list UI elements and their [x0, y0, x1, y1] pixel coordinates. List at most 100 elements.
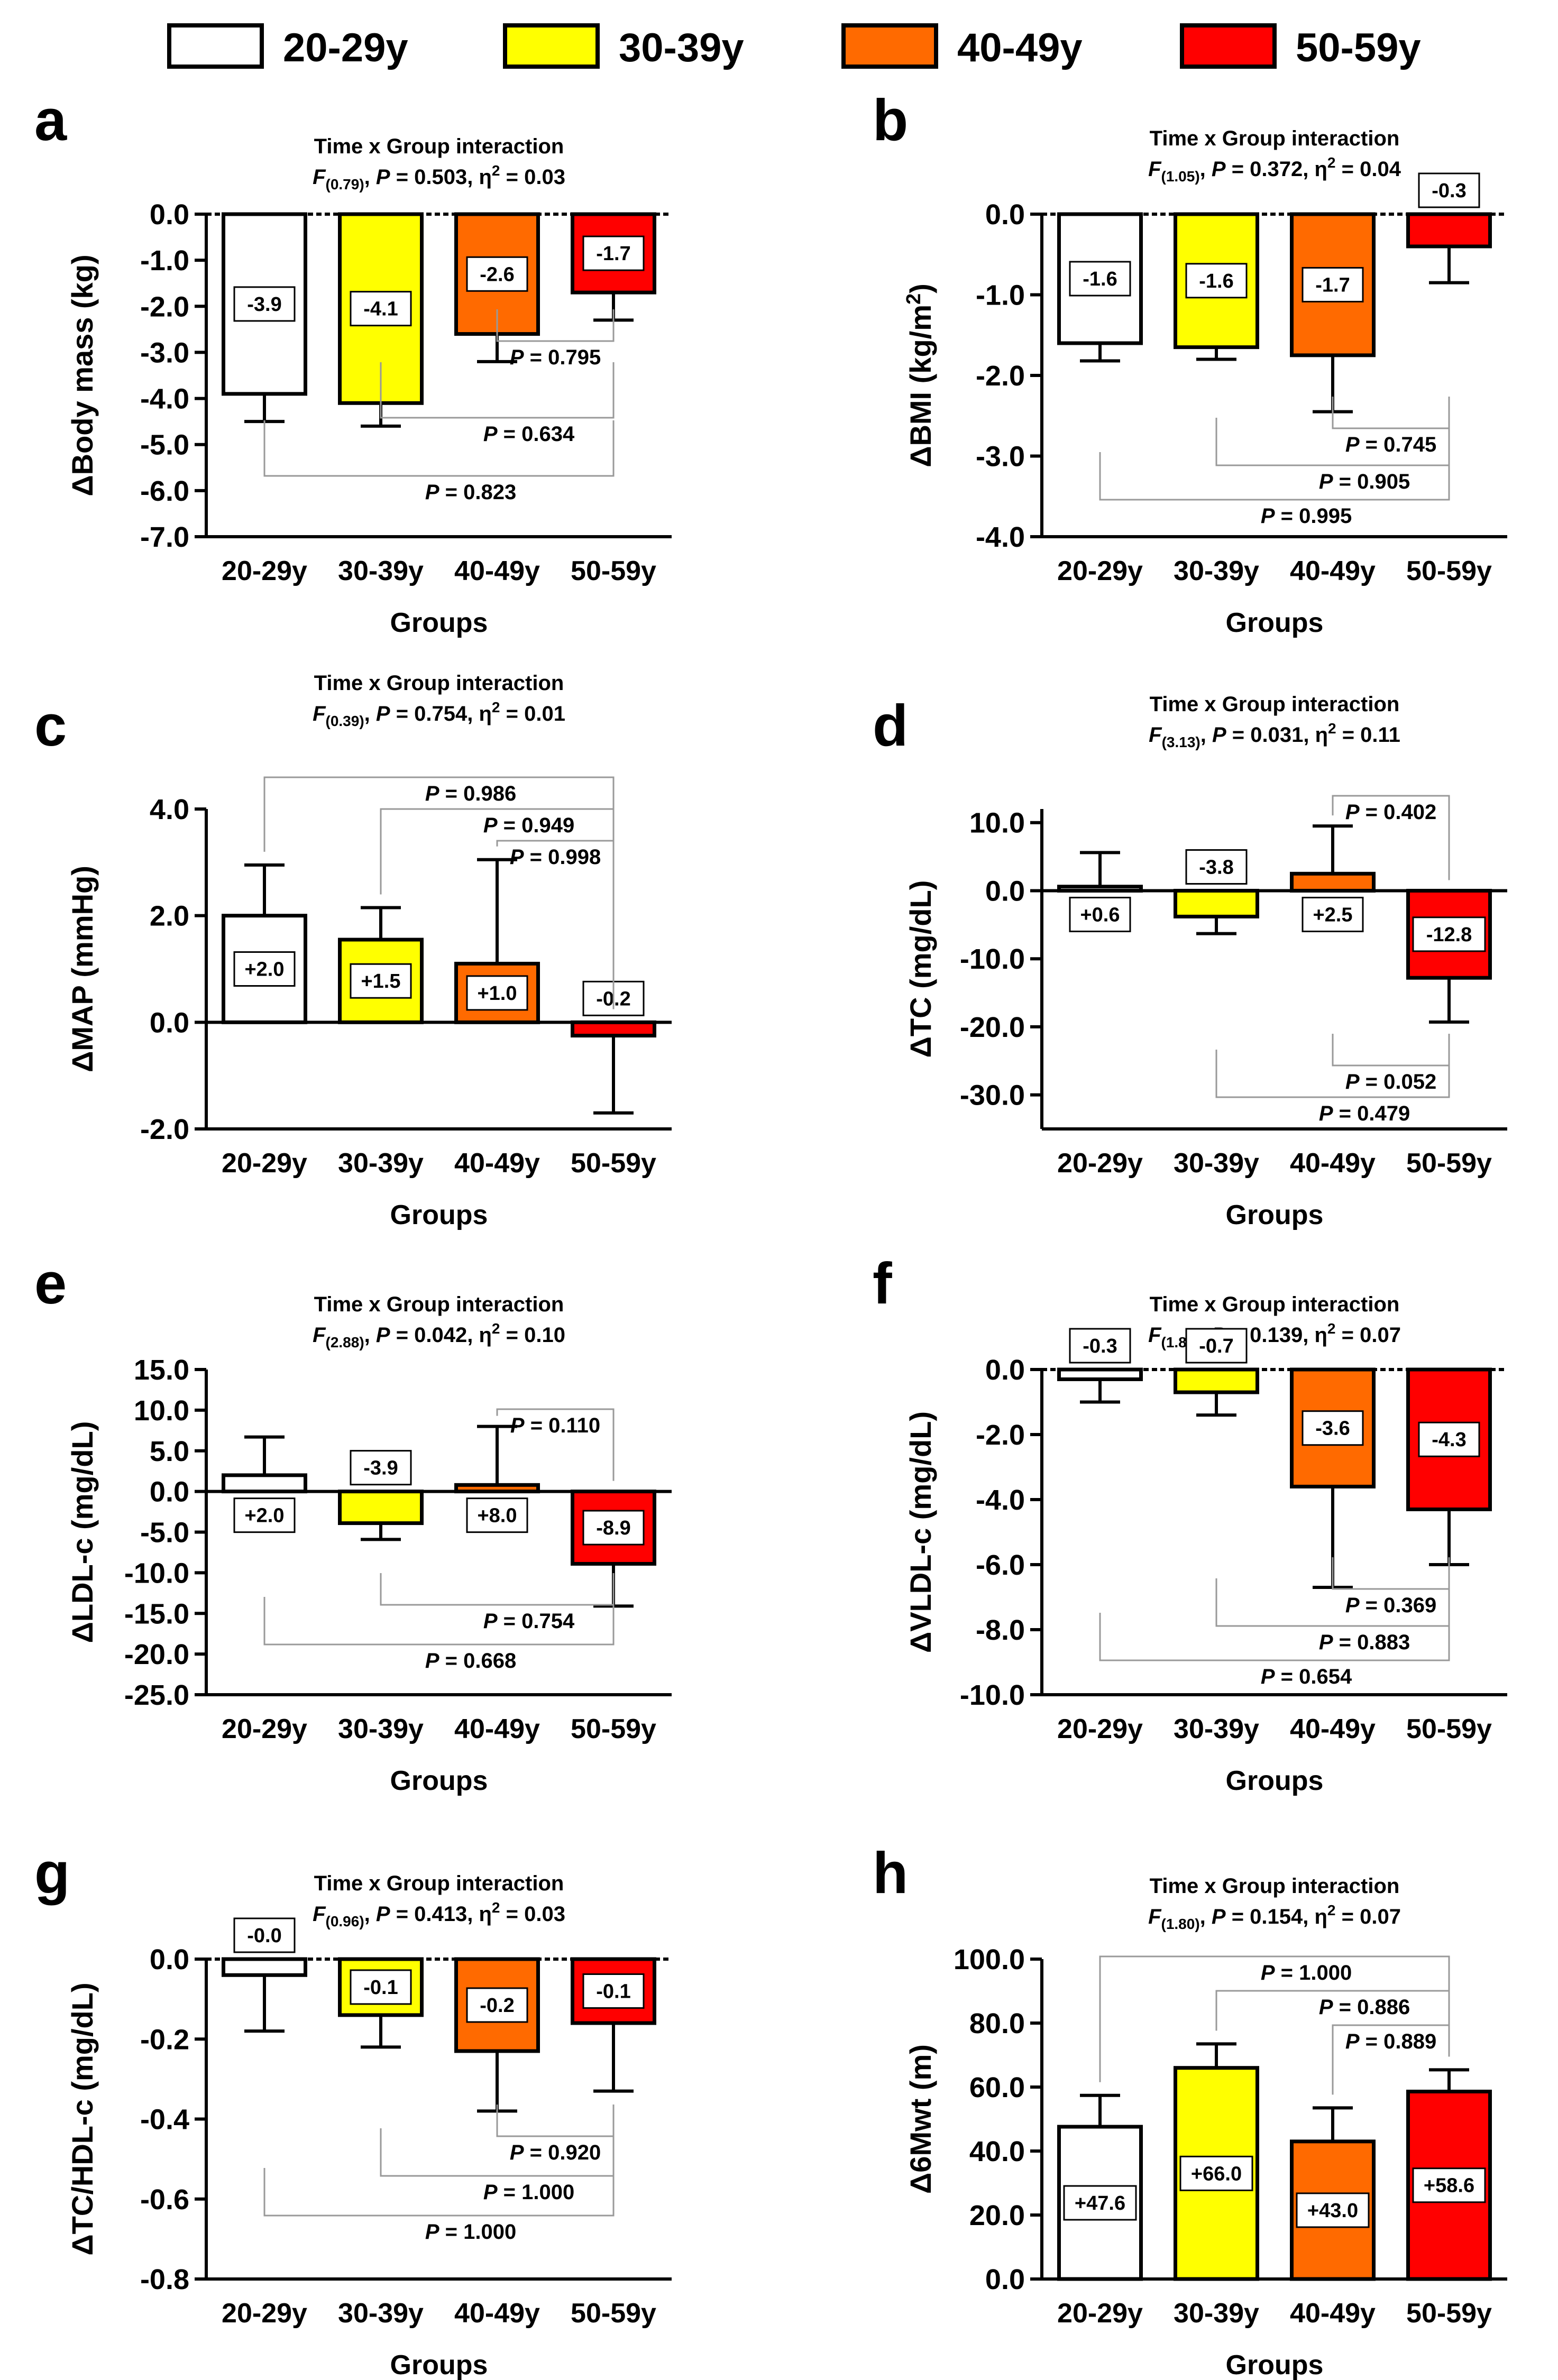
- comparison-p-value: P = 0.886: [1319, 1996, 1410, 2019]
- y-tick-label: -2.0: [140, 1114, 189, 1145]
- panel-letter-c: c: [34, 693, 67, 758]
- x-axis-label: Groups: [390, 2350, 488, 2380]
- y-tick-label: -20.0: [124, 1639, 189, 1670]
- y-tick-label: -8.0: [976, 1614, 1025, 1646]
- y-tick-label: 15.0: [134, 1354, 189, 1386]
- value-label-box: [582, 1973, 645, 2009]
- x-tick-label: 50-59y: [1406, 1148, 1492, 1179]
- value-label-box: [1185, 849, 1248, 885]
- panel-c: c Time x Group interaction F(0.39), P = 0.…: [34, 672, 672, 1230]
- comparison-p-value: P = 1.000: [483, 2181, 574, 2204]
- x-tick-label: 20-29y: [1057, 2298, 1143, 2329]
- comparison-p-value: P = 0.995: [1261, 504, 1352, 528]
- interaction-title: Time x Group interaction: [314, 135, 564, 158]
- comparison-p-value: P = 0.986: [425, 782, 516, 805]
- comparison-p-value: P = 1.000: [425, 2220, 516, 2244]
- y-tick-label: 100.0: [954, 1944, 1025, 1975]
- y-tick-label: 0.0: [150, 1476, 189, 1508]
- value-label: +2.0: [244, 959, 284, 981]
- y-tick-label: -2.0: [976, 360, 1025, 392]
- comparison-bracket: [496, 309, 615, 342]
- y-tick-label: -0.6: [140, 2184, 189, 2216]
- value-label: +47.6: [1075, 2192, 1125, 2214]
- y-tick-label: 10.0: [969, 807, 1025, 839]
- bar-50-59y: [1406, 212, 1492, 249]
- y-axis-label: ΔVLDL-c (mg/dL): [904, 1411, 937, 1653]
- bar-30-39y: [1174, 1367, 1259, 1394]
- value-label: +2.0: [244, 1505, 284, 1527]
- panel-letter-g: g: [34, 1841, 70, 1906]
- interaction-stats: F(0.39), P = 0.754, η2 = 0.01: [313, 699, 565, 729]
- value-label: -0.1: [596, 1981, 630, 2003]
- interaction-title: Time x Group interaction: [1150, 693, 1400, 716]
- y-axis-label: Δ6Mwt (m): [904, 2044, 937, 2194]
- y-axis-label: ΔBody mass (kg): [66, 254, 99, 496]
- y-tick-label: -7.0: [140, 521, 189, 553]
- bar-20-29y: [1057, 885, 1143, 893]
- panel-letter-h: h: [873, 1841, 908, 1906]
- legend: 20-29y 30-39y 40-49y 50-59y: [167, 23, 1421, 70]
- x-tick-label: 50-59y: [571, 1148, 656, 1179]
- value-label-box: [1069, 261, 1131, 297]
- y-tick-label: 5.0: [150, 1436, 189, 1467]
- comparison-bracket: [1099, 452, 1450, 501]
- y-axis-label: ΔBMI (kg/m2): [903, 283, 937, 467]
- comparison-p-value: P = 0.754: [483, 1610, 575, 1633]
- value-label: -12.8: [1426, 924, 1472, 946]
- value-label: -4.1: [363, 298, 398, 320]
- value-label: -3.9: [247, 293, 281, 316]
- y-tick-label: 60.0: [969, 2072, 1025, 2103]
- value-label-box: [1412, 2167, 1486, 2203]
- y-axis-label: ΔLDL-c (mg/dL): [66, 1421, 99, 1643]
- x-tick-label: 30-39y: [338, 1148, 424, 1179]
- value-label: -0.7: [1199, 1335, 1233, 1357]
- x-tick-label: 40-49y: [1290, 1714, 1376, 1744]
- comparison-p-value: P = 0.920: [510, 2141, 601, 2164]
- value-label-box: [466, 975, 528, 1011]
- value-label-box: [1063, 2185, 1137, 2221]
- y-tick-label: -0.8: [140, 2264, 189, 2295]
- value-label-box: [1412, 916, 1486, 952]
- comparison-bracket: [1332, 795, 1450, 880]
- y-tick-label: -10.0: [124, 1557, 189, 1589]
- value-label-box: [1418, 172, 1480, 208]
- x-tick-label: 20-29y: [222, 1148, 307, 1179]
- comparison-bracket: [1215, 1990, 1450, 2057]
- x-tick-label: 20-29y: [222, 556, 307, 586]
- value-label: +58.6: [1424, 2175, 1474, 2197]
- y-tick-label: -2.0: [976, 1419, 1025, 1451]
- value-label-box: [1302, 1410, 1364, 1446]
- value-label-box: [466, 1987, 528, 2023]
- value-label-box: [1179, 2155, 1253, 2191]
- comparison-p-value: P = 1.000: [1261, 1961, 1352, 1984]
- comparison-bracket: [380, 2128, 615, 2177]
- y-tick-label: 0.0: [985, 199, 1025, 231]
- legend-label-1: 20-29y: [283, 25, 408, 70]
- value-label-box: [1185, 1328, 1248, 1364]
- panel-letter-d: d: [873, 693, 908, 758]
- comparison-bracket: [1332, 1034, 1450, 1067]
- interaction-title: Time x Group interaction: [314, 1293, 564, 1316]
- comparison-bracket: [1215, 1050, 1450, 1098]
- comparison-p-value: P = 0.052: [1345, 1070, 1436, 1093]
- y-tick-label: -30.0: [960, 1080, 1025, 1111]
- comparison-p-value: P = 0.998: [510, 846, 601, 869]
- value-label: -0.2: [480, 1995, 514, 2017]
- interaction-stats: F(1.05), P = 0.372, η2 = 0.04: [1148, 154, 1401, 185]
- x-tick-label: 40-49y: [1290, 2298, 1376, 2329]
- bar-20-29y: [222, 1957, 307, 1977]
- interaction-title: Time x Group interaction: [1150, 127, 1400, 150]
- comparison-bracket: [263, 2168, 615, 2217]
- value-label-box: [350, 291, 412, 327]
- y-tick-label: 0.0: [985, 2264, 1025, 2295]
- panel-e: e Time x Group interaction F(2.88), P = 0.…: [34, 1251, 672, 1796]
- y-tick-label: -5.0: [140, 1517, 189, 1549]
- y-tick-label: -15.0: [124, 1598, 189, 1630]
- interaction-stats: F(3.13), P = 0.031, η2 = 0.11: [1149, 720, 1400, 750]
- comparison-bracket: [380, 362, 615, 419]
- value-label: -0.3: [1432, 180, 1466, 202]
- panel-g: g Time x Group interaction F(0.96), P = 0.…: [34, 1841, 672, 2380]
- x-tick-label: 20-29y: [222, 1714, 307, 1744]
